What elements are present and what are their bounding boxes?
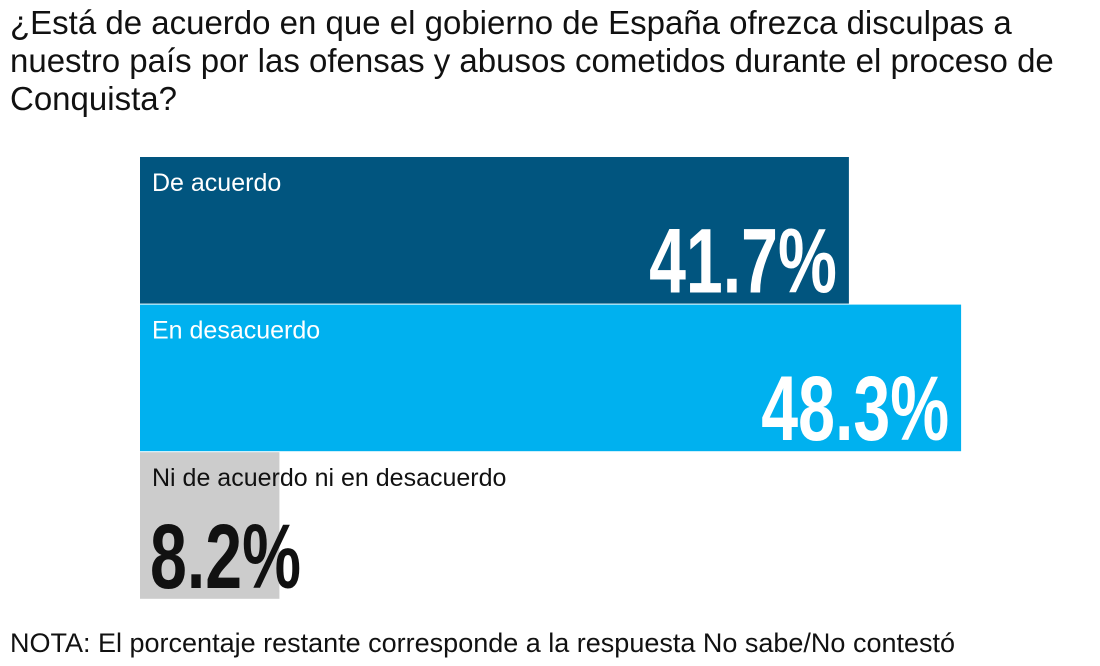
bar	[140, 304, 962, 452]
chart-title: ¿Está de acuerdo en que el gobierno de E…	[10, 4, 1054, 117]
value-label: 48.3%	[761, 356, 949, 459]
value-label: 8.2%	[150, 504, 301, 607]
bar	[140, 157, 849, 304]
value-label: 41.7%	[649, 209, 837, 312]
category-label: En desacuerdo	[152, 317, 320, 345]
category-label: De acuerdo	[152, 169, 281, 197]
bar	[140, 452, 280, 599]
note: NOTA: El porcentaje restante corresponde…	[10, 628, 956, 658]
category-label: Ni de acuerdo ni en desacuerdo	[152, 464, 506, 492]
